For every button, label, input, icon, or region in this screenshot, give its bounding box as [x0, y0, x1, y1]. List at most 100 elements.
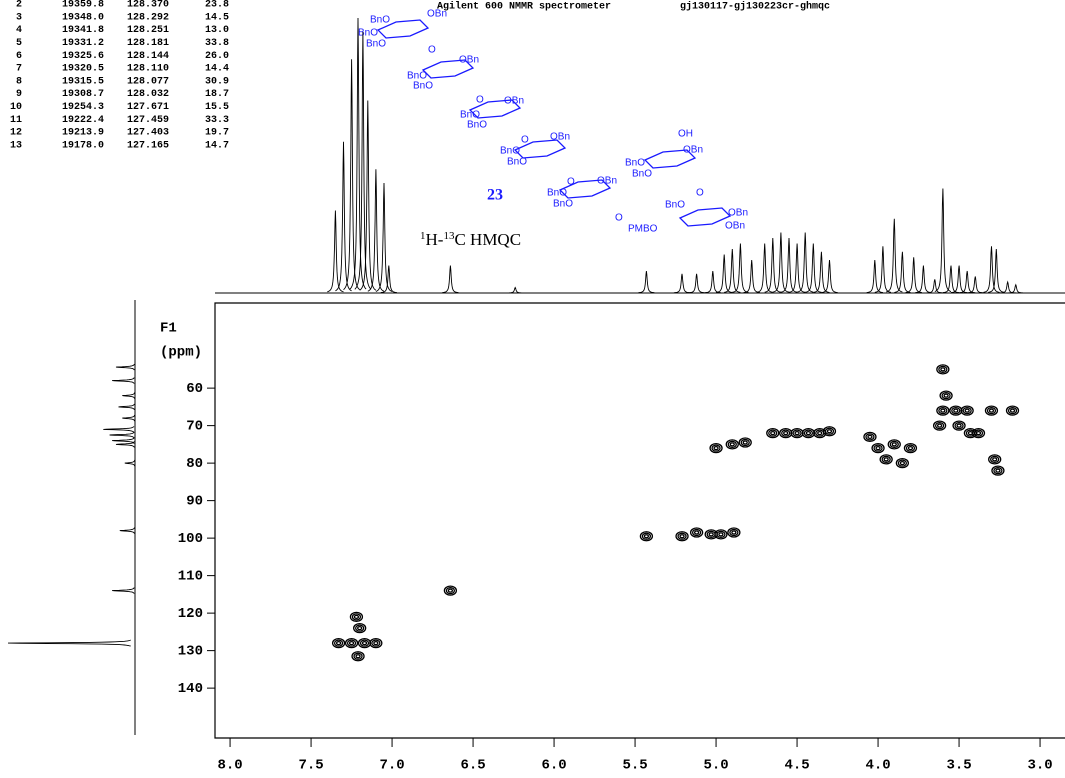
table-cell: 128.077 [127, 76, 169, 87]
f1-peak [122, 392, 136, 399]
table-cell: 19213.9 [62, 128, 104, 139]
contour [897, 459, 908, 467]
structure-label: OBn [427, 9, 447, 20]
cross-peak [738, 437, 752, 448]
cross-peak [991, 465, 1005, 476]
contour [770, 430, 776, 436]
contour [895, 457, 910, 469]
table-cell: 127.459 [127, 115, 169, 126]
cross-peak [353, 622, 367, 634]
x-tick-label: 7.5 [298, 758, 323, 774]
contour [731, 530, 737, 535]
contour [689, 527, 704, 538]
structure-label: BnO [625, 158, 645, 169]
contour [936, 405, 950, 416]
contour [1005, 405, 1020, 416]
table-cell: 9 [16, 89, 22, 100]
structure-label: O [428, 45, 436, 56]
table-cell: 19320.5 [62, 64, 104, 75]
table-cell: 19348.0 [62, 12, 104, 23]
f2-peak [926, 279, 943, 294]
structure-label: BnO [358, 28, 378, 39]
contour [691, 528, 702, 537]
structure-label: BnO [632, 169, 652, 180]
contour [353, 622, 367, 634]
cross-peak [887, 439, 901, 450]
structure-label: O [476, 95, 484, 106]
cross-peak [725, 439, 739, 450]
f2-peak [367, 169, 385, 292]
cross-peak [960, 405, 974, 416]
table-cell: 19178.0 [62, 140, 104, 151]
f1-peak [112, 587, 135, 594]
table-cell: 18.7 [205, 89, 229, 100]
cross-peak [714, 529, 728, 540]
structure-label: O [521, 135, 529, 146]
f1-peak [7, 639, 131, 647]
f2-peak [788, 243, 806, 293]
table-cell: 3 [16, 12, 22, 23]
contour [355, 624, 365, 632]
contour [348, 640, 355, 646]
table-cell: 19331.2 [62, 38, 104, 49]
f2-peak [905, 257, 922, 293]
contour [351, 613, 362, 621]
cross-peak [952, 420, 966, 431]
f2-peak [951, 265, 968, 294]
contour [988, 454, 1002, 465]
table-cell: 4 [16, 25, 22, 36]
x-tick-label: 3.0 [1027, 758, 1052, 774]
cross-peak [369, 637, 383, 649]
contour [881, 455, 891, 464]
contour [938, 365, 948, 374]
structure-label: O [567, 177, 575, 188]
contour [986, 406, 997, 415]
table-cell: 19222.4 [62, 115, 104, 126]
y-tick-label: 120 [178, 606, 203, 622]
contour [714, 529, 728, 540]
structure-label: BnO [413, 81, 433, 92]
table-cell: 2 [16, 0, 22, 11]
contour [903, 442, 918, 454]
structure-label: BnO [547, 188, 567, 199]
f2-peak [688, 273, 705, 294]
contour [871, 442, 885, 454]
cross-peak [971, 427, 986, 439]
contour [938, 406, 948, 415]
table-cell: 19308.7 [62, 89, 104, 100]
table-cell: 14.7 [205, 140, 229, 151]
f2-peak [507, 286, 524, 294]
f1-peak [112, 377, 135, 384]
f2-peak [886, 218, 903, 293]
cross-peak [871, 442, 885, 454]
y-tick-label: 140 [178, 681, 203, 697]
x-tick-label: 6.5 [460, 758, 485, 774]
y-axis-label: F1 [160, 321, 177, 337]
f2-peak [732, 243, 749, 293]
table-cell: 128.110 [127, 64, 169, 75]
cross-peak [639, 531, 654, 542]
f1-peak [122, 414, 136, 422]
contour [351, 651, 365, 662]
cross-peak [903, 442, 918, 454]
table-cell: 127.165 [127, 140, 169, 151]
cross-peak [727, 527, 741, 538]
x-tick-label: 4.0 [865, 758, 890, 774]
table-cell: 128.144 [127, 51, 169, 62]
contour [817, 430, 823, 436]
contour [738, 437, 752, 448]
contour [677, 532, 687, 540]
cross-peak [357, 637, 372, 649]
contour [801, 427, 816, 439]
f1-peak [115, 441, 135, 448]
contour [709, 442, 723, 454]
cross-peak [1005, 405, 1020, 416]
structure-label: BnO [366, 39, 386, 50]
table-cell: 127.671 [127, 102, 169, 113]
contour [879, 454, 893, 465]
contour [964, 408, 970, 413]
f1-peak [109, 431, 135, 439]
f2-peak [874, 246, 891, 293]
contour [953, 408, 959, 413]
